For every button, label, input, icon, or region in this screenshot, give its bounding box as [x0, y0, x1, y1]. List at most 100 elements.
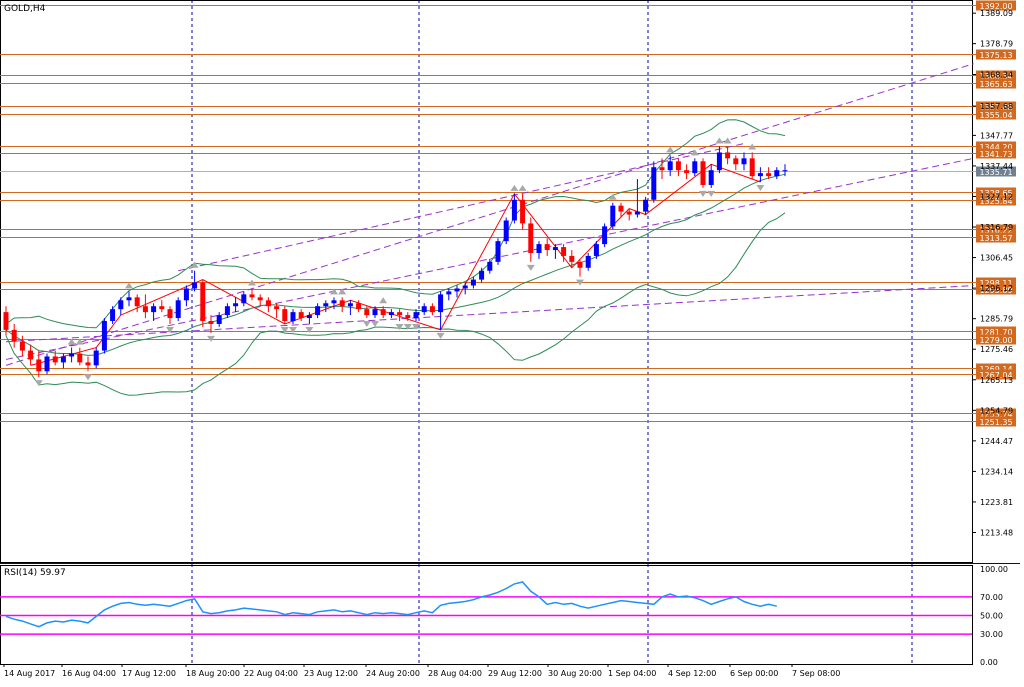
- candle-body: [479, 270, 485, 280]
- candle-body: [364, 309, 370, 316]
- candle-body: [339, 300, 345, 307]
- candle-body: [265, 300, 271, 307]
- candle-body: [782, 170, 788, 172]
- fractal-up-arrow: [723, 137, 732, 144]
- fractal-down-arrow: [371, 321, 379, 328]
- candle-body: [634, 211, 640, 215]
- candle-body: [101, 320, 107, 351]
- fractal-down-arrow: [305, 326, 314, 333]
- candle-body: [413, 312, 419, 319]
- candle-body: [757, 173, 763, 177]
- candle-body: [405, 315, 411, 319]
- candle-body: [372, 309, 378, 316]
- fractal-up-arrow: [379, 297, 388, 304]
- candle-body: [290, 312, 296, 321]
- price-axis-tick-label: 1389.09: [980, 9, 1013, 18]
- candle-body: [618, 205, 624, 212]
- fractal-up-arrow: [715, 137, 724, 144]
- price-level-label-bg: [976, 195, 1016, 206]
- time-axis-label: 30 Aug 20:00: [548, 669, 602, 678]
- candle-body: [692, 161, 698, 174]
- fractal-down-arrow: [576, 279, 584, 286]
- candle-body: [462, 285, 468, 289]
- candle-body: [544, 244, 550, 251]
- candle-body: [667, 161, 673, 171]
- price-level-label: 1295.89: [979, 286, 1012, 295]
- candle-body: [200, 282, 206, 321]
- candle-body: [323, 303, 329, 307]
- fractal-down-arrow: [412, 323, 420, 330]
- candle-body: [421, 306, 427, 313]
- candle-body: [69, 353, 75, 357]
- fractal-down-arrow: [207, 335, 215, 342]
- fractal-down-arrow: [280, 326, 289, 333]
- candle-body: [298, 312, 304, 319]
- price-axis-tick-label: 1234.14: [980, 467, 1013, 476]
- price-level-label: 1313.57: [979, 234, 1012, 243]
- candle-body: [44, 356, 50, 372]
- price-level-label-bg: [976, 408, 1016, 419]
- candle-body: [159, 306, 165, 310]
- candle-body: [684, 170, 690, 174]
- price-level-label: 1341.73: [979, 150, 1012, 159]
- candle-body: [216, 315, 222, 324]
- candle-body: [569, 255, 575, 262]
- price-axis-tick-label: 1265.13: [980, 376, 1013, 385]
- candle-body: [438, 294, 444, 313]
- price-panel-frame: [0, 0, 973, 563]
- candle-body: [77, 353, 83, 363]
- candle-body: [470, 279, 476, 286]
- fractal-down-arrow: [707, 190, 716, 197]
- candle-body: [511, 199, 517, 221]
- time-axis-label: 22 Aug 04:00: [244, 669, 298, 678]
- fractal-up-arrow: [510, 184, 519, 191]
- candle-body: [774, 170, 780, 177]
- price-level-label-bg: [976, 416, 1016, 427]
- candle-body: [593, 244, 599, 256]
- candle-body: [651, 167, 657, 200]
- candle-body: [356, 303, 362, 310]
- candle-body: [192, 282, 198, 289]
- candle-body: [183, 288, 189, 301]
- candle-body: [142, 306, 148, 313]
- fractal-up-arrow: [248, 279, 256, 286]
- candle-body: [19, 341, 25, 351]
- price-level-label: 1325.84: [979, 197, 1012, 206]
- fractal-down-arrow: [756, 185, 765, 192]
- price-axis-tick-label: 1327.12: [980, 192, 1013, 201]
- bollinger-lower-band: [5, 212, 786, 396]
- price-level-label-bg: [976, 49, 1016, 60]
- candle-body: [85, 362, 91, 366]
- channel-line-3: [178, 143, 745, 272]
- price-level-label: 1357.68: [979, 103, 1012, 112]
- price-level-label-bg: [976, 363, 1016, 374]
- candle-body: [552, 247, 558, 251]
- candle-body: [561, 247, 567, 256]
- fractal-up-arrow: [75, 338, 84, 345]
- candle-body: [585, 255, 591, 268]
- price-axis-tick-label: 1213.48: [980, 528, 1013, 537]
- fractal-up-arrow: [748, 143, 757, 150]
- price-axis-tick-label: 1296.12: [980, 284, 1013, 293]
- candle-body: [380, 309, 386, 316]
- fractal-down-arrow: [84, 374, 92, 381]
- time-axis-label: 28 Aug 04:00: [428, 669, 482, 678]
- candle-body: [733, 158, 739, 165]
- candle-body: [167, 309, 173, 319]
- price-level-label-bg: [976, 326, 1016, 337]
- candle-body: [741, 158, 747, 165]
- time-axis-label: 14 Aug 2017: [4, 669, 55, 678]
- candle-body: [151, 306, 157, 313]
- time-axis-label: 7 Sep 08:00: [792, 669, 840, 678]
- candle-body: [93, 350, 99, 366]
- candle-body: [60, 356, 66, 363]
- rsi-axis-tick-label: 30.00: [980, 630, 1003, 639]
- candle-body: [577, 261, 583, 268]
- price-level-label: 1253.74: [979, 410, 1012, 419]
- price-axis-tick-label: 1223.81: [980, 498, 1013, 507]
- candle-body: [52, 356, 58, 363]
- candle-body: [454, 288, 460, 292]
- price-level-label: 1355.04: [979, 111, 1012, 120]
